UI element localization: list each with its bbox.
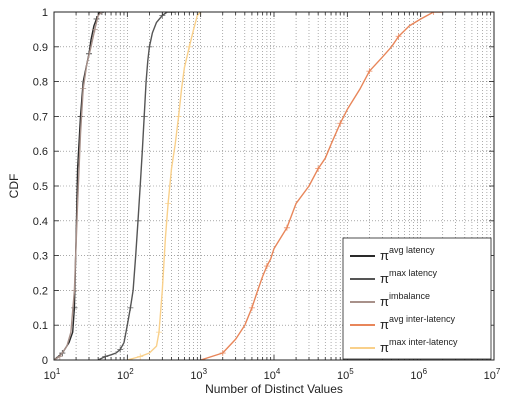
tick-marks: [54, 11, 494, 361]
series-3-marker: [219, 350, 226, 357]
x-tick-base: 10: [337, 370, 349, 382]
series-2-marker: [91, 26, 98, 33]
legend-entry-label: avg latency: [389, 245, 435, 255]
series-3-marker: [315, 165, 322, 172]
series-3-marker: [366, 68, 373, 75]
x-tick-label: 103: [190, 367, 207, 382]
x-tick-label: 106: [410, 367, 427, 382]
series-4-marker: [137, 353, 144, 360]
series-line-1: [97, 12, 176, 360]
legend-entry-3: πavg inter-latency: [380, 314, 456, 332]
series-1-marker: [117, 346, 124, 353]
x-tick-base: 10: [190, 370, 202, 382]
x-tick-exponent: 1: [56, 367, 61, 376]
y-tick-label: 0.8: [33, 77, 48, 89]
y-tick-label: 0.1: [33, 320, 48, 332]
x-tick-label: 105: [337, 367, 354, 382]
y-tick-label: 0.2: [33, 285, 48, 297]
x-tick-base: 10: [484, 370, 496, 382]
x-tick-base: 10: [410, 370, 422, 382]
x-tick-label: 101: [44, 367, 61, 382]
legend-box: [342, 237, 492, 360]
legend-entry-base: π: [380, 294, 389, 309]
series-4-marker: [165, 200, 172, 207]
series-0-marker: [98, 12, 105, 15]
series-2-marker: [56, 353, 63, 360]
y-tick-label: 0.5: [33, 181, 48, 193]
legend-entry-base: π: [380, 317, 389, 332]
y-tick-label: 0: [42, 355, 48, 367]
y-tick-label: 0.3: [33, 251, 48, 263]
legend-entry-0: πavg latency: [380, 245, 435, 263]
x-tick-exponent: 3: [203, 367, 208, 376]
series-1-marker: [146, 43, 153, 50]
y-axis-label: CDF: [7, 174, 21, 199]
series-3-marker: [283, 224, 290, 231]
series-3-marker: [263, 263, 270, 270]
series-3-marker: [248, 304, 255, 311]
series-1-marker: [141, 113, 148, 120]
legend-entry-1: πmax latency: [380, 268, 438, 286]
x-tick-exponent: 6: [423, 367, 428, 376]
series-1-marker: [172, 12, 179, 15]
y-tick-label: 0.6: [33, 146, 48, 158]
y-tick-label: 0.4: [33, 216, 48, 228]
x-tick-exponent: 4: [276, 367, 281, 376]
series-2-marker: [71, 287, 78, 294]
x-tick-base: 10: [264, 370, 276, 382]
y-tick-label: 0.7: [33, 111, 48, 123]
x-tick-base: 10: [44, 370, 56, 382]
series-4-marker: [175, 113, 182, 120]
series-line-4: [127, 12, 202, 360]
series-3-marker: [395, 33, 402, 40]
legend-entry-2: πimbalance: [380, 291, 430, 309]
x-tick-exponent: 7: [496, 367, 501, 376]
series-4-marker: [155, 329, 162, 336]
y-tick-label: 1: [42, 7, 48, 19]
legend-entry-base: π: [380, 248, 389, 263]
series-3-marker: [337, 120, 344, 127]
x-axis-label: Number of Distinct Values: [205, 382, 343, 396]
x-tick-label: 107: [484, 367, 501, 382]
legend-entry-label: avg inter-latency: [389, 314, 456, 324]
series-2-marker: [80, 85, 87, 92]
x-tick-label: 104: [264, 367, 281, 382]
series-1-marker: [127, 304, 134, 311]
x-tick-label: 102: [117, 367, 134, 382]
legend-entry-label: imbalance: [389, 291, 430, 301]
legend-entry-base: π: [380, 271, 389, 286]
series-4-marker: [186, 43, 193, 50]
x-tick-base: 10: [117, 370, 129, 382]
series-0-marker: [77, 113, 84, 120]
legend-entry-label: max inter-latency: [389, 337, 458, 347]
x-tick-exponent: 5: [349, 367, 354, 376]
y-tick-label: 0.9: [33, 42, 48, 54]
legend-entry-4: πmax inter-latency: [380, 337, 458, 355]
series-1-marker: [135, 217, 142, 224]
series-3-marker: [430, 12, 437, 15]
legend-entry-label: max latency: [389, 268, 438, 278]
x-tick-exponent: 2: [129, 367, 134, 376]
legend-entry-base: π: [380, 340, 389, 355]
